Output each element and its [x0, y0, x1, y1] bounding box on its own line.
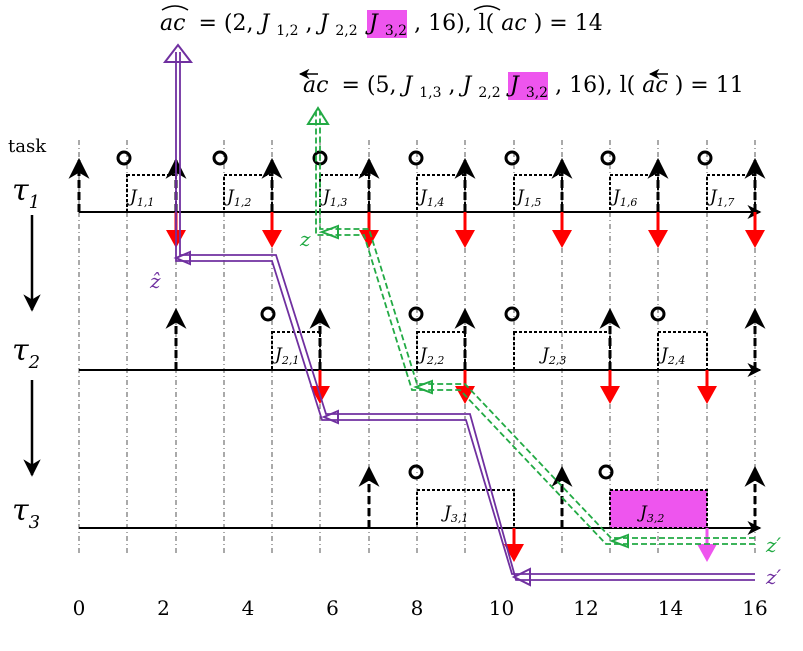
formula2-jb-sub: 2,2 [478, 85, 500, 101]
task-label-1: τ1 [12, 173, 40, 213]
tau2-deadlines [310, 370, 717, 404]
tick-12: 12 [573, 596, 598, 620]
job-box-1-3 [319, 174, 370, 213]
tick-16: 16 [742, 596, 767, 620]
tau1-deadlines [166, 212, 765, 248]
tick-14: 14 [658, 596, 683, 620]
formula1-sep1: , [306, 11, 320, 36]
job-label-1-2: J1,2 [224, 187, 251, 209]
formula2-highlight [508, 72, 548, 100]
formula2-jc: J [506, 73, 520, 98]
job-label-1-3: J1,3 [320, 187, 347, 209]
formula1-highlight [367, 10, 407, 38]
job-label-2-2: J2,2 [417, 345, 444, 367]
tau3-deadlines [504, 528, 717, 562]
task-column-label: task [8, 136, 47, 157]
formula1-open: = (2, [198, 11, 260, 36]
job-box-1-7 [706, 174, 756, 213]
tick-4: 4 [242, 596, 255, 620]
label-z-prime-purple: z′ [765, 565, 782, 589]
task-label-2: τ2 [12, 333, 40, 373]
formula2-jc-sub: 3,2 [526, 85, 548, 101]
svg-text:J 3,2 , 16), l(: J 3,2 , 16), l( ac ) = 14 [365, 11, 603, 41]
formula2-jb: J [459, 73, 473, 98]
green-path-heads [306, 106, 629, 549]
formula1-arc-mark [161, 5, 189, 11]
tick-6: 6 [326, 596, 339, 620]
formula1-arc-mark-2 [473, 5, 501, 11]
tick-10: 10 [489, 596, 514, 620]
tick-2: 2 [157, 596, 170, 620]
purple-path [162, 43, 755, 587]
formula1-ja: J [256, 11, 270, 36]
job-label-2-4: J2,4 [658, 345, 685, 367]
tau1-offsets [116, 150, 713, 166]
job-box-1-2 [223, 174, 273, 213]
formula-line-1: ac = (2, J 1,2 , J 2,2 , J 3,2 , 16), l(… [160, 5, 603, 41]
formula1-lhs2: ac [501, 11, 526, 36]
svg-text:ac = (2, J: ac = (2, J 1,2 , J 2,2 , [160, 11, 372, 41]
tick-0: 0 [73, 596, 86, 620]
svg-text:ac = (5, J: ac = (5, J 1,3 , J 2,2 , [303, 73, 515, 103]
formula1-lhs: ac [160, 11, 185, 36]
formula1-jb: J [316, 11, 330, 36]
job-label-1-7: J1,7 [707, 187, 734, 209]
formula1-ja-sub: 1,2 [276, 23, 298, 39]
job-label-3-1: J3,1 [441, 503, 468, 525]
svg-text:J 3,2 , 16), l(: J 3,2 , 16), l( ac ) = 11 [506, 73, 744, 103]
job-box-2-4 [657, 331, 708, 371]
job-label-2-3: J2,3 [539, 345, 566, 367]
formula2-ja-sub: 1,3 [419, 85, 441, 101]
job-label-2-1: J2,1 [272, 345, 299, 367]
job-label-1-6: J1,6 [610, 187, 637, 209]
job-box-2-3 [513, 331, 611, 371]
label-z-prime-green: z′ [765, 533, 782, 557]
formula1-tail: , 16), l( [414, 11, 494, 36]
formula2-end: ) = 11 [675, 73, 744, 98]
job-box-3-2 [609, 489, 708, 529]
task-label-3: τ3 [12, 493, 40, 533]
job-box-1-4 [416, 174, 466, 213]
formula2-ja: J [399, 73, 413, 98]
formula2-lhs2: ac [642, 73, 667, 98]
job-box-1-5 [513, 174, 563, 213]
formula1-jc-sub: 3,2 [385, 23, 407, 39]
formula1-jc: J [365, 11, 379, 36]
formula2-lhs: ac [303, 73, 328, 98]
tick-8: 8 [411, 596, 424, 620]
job-box-3-1 [416, 489, 515, 529]
formula-line-2: ac = (5, J 1,3 , J 2,2 , J 3,2 , 16), l(… [298, 68, 744, 103]
label-z-green: z [299, 227, 311, 251]
green-path [315, 112, 755, 545]
job-label-1-4: J1,4 [417, 187, 444, 209]
label-z-hat: ẑ [149, 269, 161, 293]
job-label-3-2: J3,2 [637, 503, 664, 525]
formula2-tail: , 16), l( [555, 73, 635, 98]
tau2-offsets [260, 306, 666, 322]
formula2-sep1: , [449, 73, 463, 98]
job-box-1-6 [609, 174, 659, 213]
formula1-jb-sub: 2,2 [335, 23, 357, 39]
job-label-1-5: J1,5 [514, 187, 541, 209]
formula2-open: = (5, [341, 73, 403, 98]
job-box-2-2 [416, 331, 466, 371]
job-box-2-1 [271, 331, 321, 371]
job-label-1-1: J1,1 [127, 187, 154, 209]
formula1-end: ) = 14 [534, 11, 603, 36]
tau3-offsets [408, 464, 614, 480]
